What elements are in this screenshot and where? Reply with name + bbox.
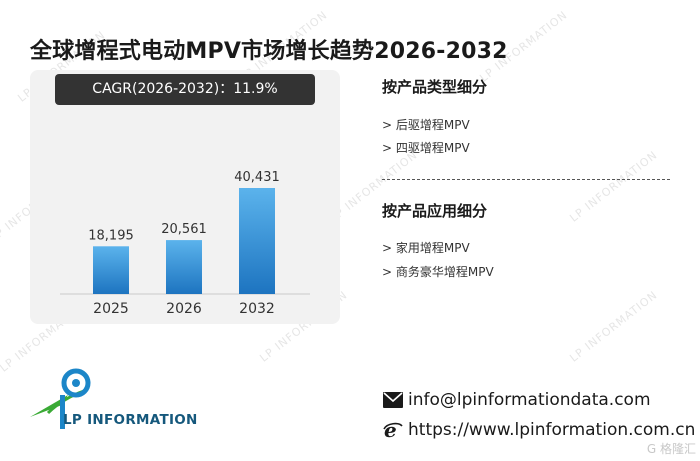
bar-2025	[93, 246, 129, 294]
contact-website[interactable]: https://www.lpinformation.com.cn	[408, 420, 696, 440]
data-label-2025: 18,195	[88, 228, 134, 243]
contact-website-row: e https://www.lpinformation.com.cn	[382, 418, 695, 442]
logo-text: LP INFORMATION	[63, 412, 198, 428]
contact-email-row: info@lpinformationdata.com	[382, 388, 651, 412]
bar-2026	[166, 240, 202, 294]
cagr-badge: CAGR(2026-2032)：11.9%	[55, 74, 315, 105]
segment-title-type: 按产品类型细分	[382, 78, 488, 96]
x-tick-label-2026: 2026	[166, 301, 202, 317]
x-tick-label-2025: 2025	[93, 301, 129, 317]
x-tick-label-2032: 2032	[239, 301, 275, 317]
segment-item-application: > 家用增程MPV	[382, 241, 470, 255]
page-title: 全球增程式电动MPV市场增长趋势2026-2032	[30, 39, 508, 64]
segment-item-type: > 四驱增程MPV	[382, 141, 470, 155]
data-label-2032: 40,431	[234, 170, 280, 185]
browser-e-icon: e	[382, 419, 404, 441]
data-label-2026: 20,561	[161, 222, 207, 237]
segment-item-type: > 后驱增程MPV	[382, 118, 470, 132]
envelope-icon	[382, 389, 404, 411]
corner-watermark: G 格隆汇	[646, 442, 696, 456]
lp-information-logo	[30, 368, 91, 429]
segment-divider	[382, 179, 670, 180]
contact-email[interactable]: info@lpinformationdata.com	[408, 390, 651, 410]
segment-item-application: > 商务豪华增程MPV	[382, 265, 494, 279]
segment-title-application: 按产品应用细分	[382, 202, 488, 220]
bar-2032	[239, 188, 275, 294]
